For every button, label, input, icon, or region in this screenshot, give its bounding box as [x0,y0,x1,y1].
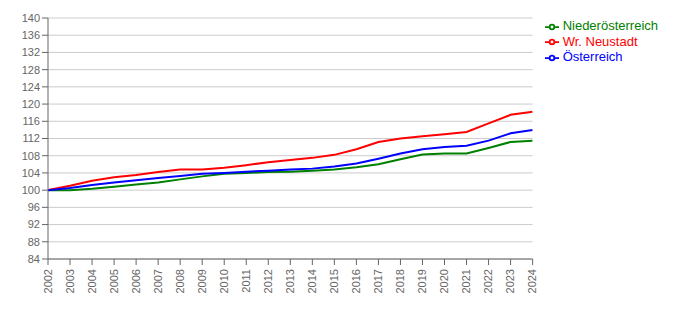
svg-text:2006: 2006 [130,269,142,293]
svg-text:2011: 2011 [240,269,252,293]
svg-text:2009: 2009 [196,269,208,293]
svg-text:2003: 2003 [64,269,76,293]
svg-text:2004: 2004 [86,269,98,293]
svg-text:2018: 2018 [394,269,406,293]
svg-text:2016: 2016 [350,269,362,293]
svg-text:88: 88 [28,236,40,248]
svg-text:2023: 2023 [504,269,516,293]
svg-text:140: 140 [22,12,40,24]
svg-text:120: 120 [22,98,40,110]
svg-text:100: 100 [22,184,40,196]
html-text:Wr. Neustadt: Wr. Neustadt [562,33,638,49]
svg-text:84: 84 [28,253,40,265]
svg-text:2019: 2019 [416,269,428,293]
svg-text:2010: 2010 [218,269,230,293]
svg-text:104: 104 [22,167,40,179]
svg-text:2005: 2005 [108,269,120,293]
svg-text:2008: 2008 [174,269,186,293]
svg-text:2014: 2014 [306,269,318,293]
svg-text:2024: 2024 [526,269,538,293]
svg-text:2013: 2013 [284,269,296,293]
svg-text:2007: 2007 [152,269,164,293]
svg-text:2020: 2020 [438,269,450,293]
svg-text:2002: 2002 [42,269,54,293]
svg-text:116: 116 [22,115,40,127]
svg-text:96: 96 [28,201,40,213]
svg-text:2015: 2015 [328,269,340,293]
html-text:Niederösterreich: Niederösterreich [562,18,658,33]
svg-text:108: 108 [22,150,40,162]
svg-text:92: 92 [28,218,40,230]
svg-text:132: 132 [22,46,40,58]
svg-text:128: 128 [22,64,40,76]
html-text:Österreich: Österreich [562,49,623,65]
svg-text:112: 112 [22,132,40,144]
svg-text:124: 124 [22,81,40,93]
svg-text:136: 136 [22,29,40,41]
svg-text:2012: 2012 [262,269,274,293]
svg-text:2021: 2021 [460,269,472,293]
svg-text:2017: 2017 [372,269,384,293]
svg-text:2022: 2022 [482,269,494,293]
